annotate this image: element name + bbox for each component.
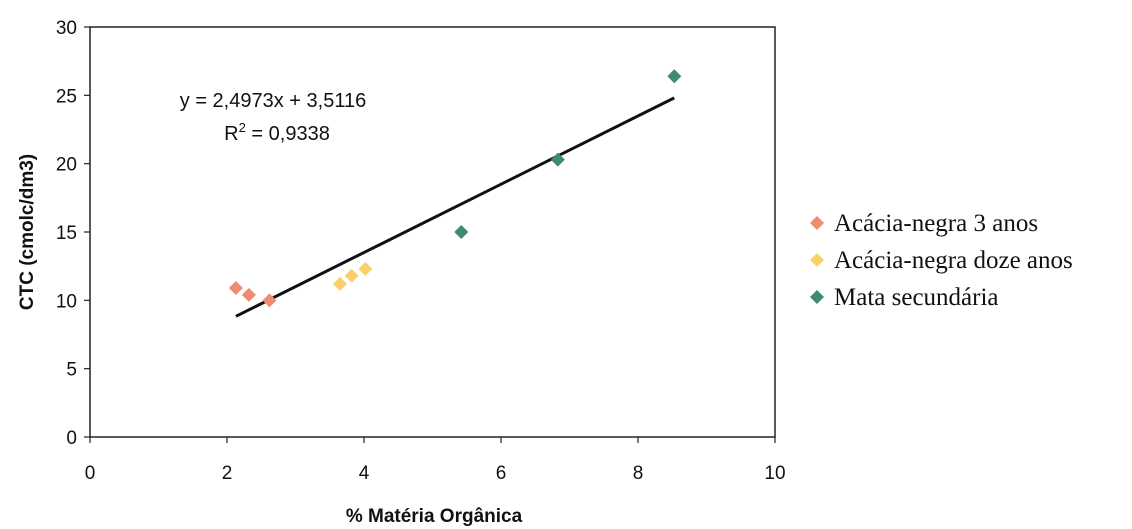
data-point-series-2	[358, 261, 373, 276]
x-tick-label: 6	[496, 463, 507, 484]
trendline	[235, 96, 675, 318]
plot-area	[89, 26, 776, 438]
r2-prefix: R	[224, 123, 238, 145]
data-point-series-2	[333, 276, 348, 291]
x-axis-ticks: 0 2 4 6 8 10	[85, 437, 786, 484]
data-point-series-1	[241, 287, 256, 302]
data-point-series-3	[667, 69, 682, 84]
data-point-series-1	[262, 293, 277, 308]
x-tick-label: 4	[359, 463, 370, 484]
legend-marker	[810, 290, 824, 304]
legend-marker	[810, 253, 824, 267]
r2-value: = 0,9338	[246, 123, 330, 145]
data-point-series-3	[550, 152, 565, 167]
data-point-series-1	[228, 281, 243, 296]
y-tick-label: 0	[66, 428, 77, 449]
x-tick-label: 2	[222, 463, 233, 484]
y-tick-label: 30	[56, 18, 77, 39]
legend: Acácia-negra 3 anos Acácia-negra doze ano…	[810, 210, 1073, 311]
data-points	[228, 69, 682, 308]
data-point-series-3	[454, 225, 469, 239]
x-tick-label: 8	[633, 463, 644, 484]
legend-marker	[810, 216, 824, 230]
y-tick-label: 5	[66, 360, 77, 381]
y-axis-ticks: 0 5 10 15 20 25 30	[56, 18, 90, 449]
x-tick-label: 0	[85, 463, 96, 484]
trendline-r-squared: R2 = 0,9338	[224, 120, 330, 145]
y-tick-label: 20	[56, 155, 77, 176]
y-tick-label: 10	[56, 291, 77, 312]
y-axis-title: CTC (cmolc/dm3)	[17, 154, 38, 310]
x-tick-label: 10	[764, 463, 785, 484]
x-axis-title: % Matéria Orgânica	[346, 506, 523, 527]
r2-superscript: 2	[239, 120, 246, 135]
legend-label: Mata secundária	[834, 284, 999, 311]
y-tick-label: 15	[56, 223, 77, 244]
legend-label: Acácia-negra 3 anos	[834, 210, 1038, 237]
data-point-series-2	[344, 268, 359, 283]
legend-label: Acácia-negra doze anos	[834, 247, 1073, 274]
trendline-equation: y = 2,4973x + 3,5116	[180, 90, 366, 112]
y-tick-label: 25	[56, 86, 77, 107]
